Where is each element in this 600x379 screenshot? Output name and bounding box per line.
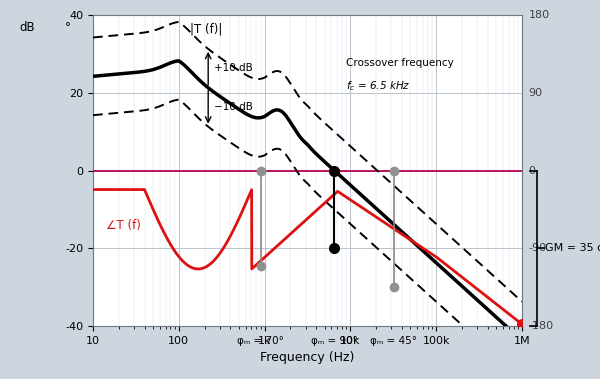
- Text: φₘ = 90°: φₘ = 90°: [311, 336, 358, 346]
- Text: GM = 35 dB: GM = 35 dB: [545, 243, 600, 253]
- Text: $f_c$ = 6.5 kHz: $f_c$ = 6.5 kHz: [346, 79, 411, 93]
- Text: -180: -180: [529, 321, 554, 331]
- Text: 90: 90: [529, 88, 542, 98]
- Text: −10 dB: −10 dB: [214, 102, 253, 112]
- Text: dB: dB: [19, 21, 35, 34]
- Text: 180: 180: [529, 10, 550, 20]
- Text: -90: -90: [529, 243, 547, 253]
- Text: Crossover frequency: Crossover frequency: [346, 58, 454, 68]
- Text: °: °: [65, 21, 71, 34]
- X-axis label: Frequency (Hz): Frequency (Hz): [260, 351, 355, 364]
- Text: 0: 0: [529, 166, 535, 175]
- Text: |T (f)|: |T (f)|: [190, 23, 223, 36]
- Text: +10 dB: +10 dB: [214, 63, 253, 73]
- Text: φₘ = 45°: φₘ = 45°: [370, 336, 417, 346]
- Text: φₘ = 70°: φₘ = 70°: [237, 336, 284, 346]
- Text: ∠T (f): ∠T (f): [106, 219, 140, 232]
